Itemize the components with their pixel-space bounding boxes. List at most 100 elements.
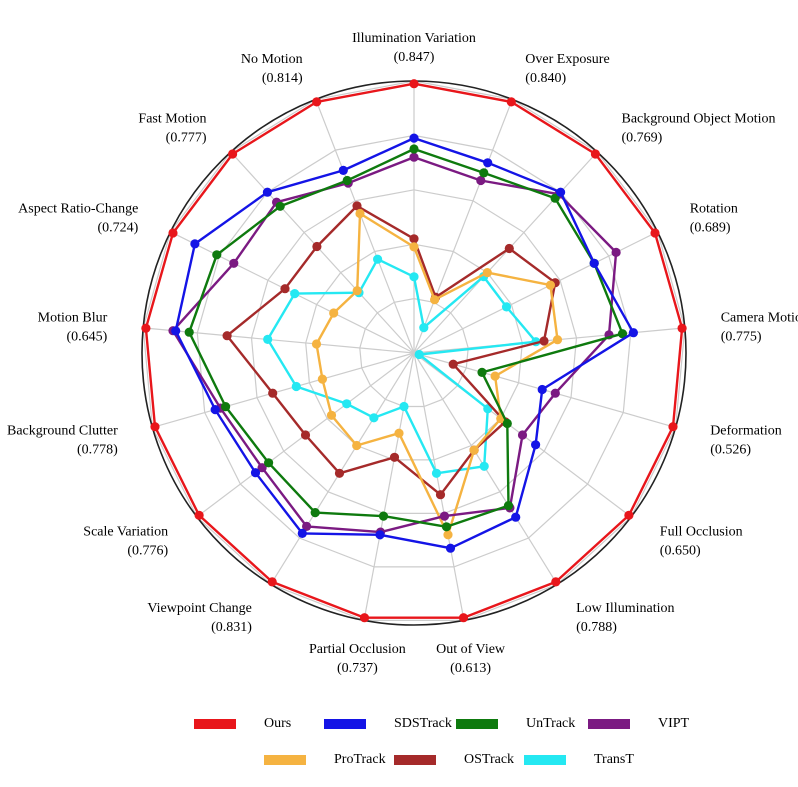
data-point [399, 401, 409, 412]
grid-spoke [152, 352, 415, 428]
data-point [280, 284, 290, 294]
grid-spoke [413, 99, 513, 354]
data-point [502, 418, 512, 429]
data-point [458, 613, 469, 623]
grid-spoke [270, 352, 415, 585]
data-point [445, 543, 456, 553]
data-point [414, 349, 424, 360]
data-point [677, 323, 687, 333]
data-point [355, 208, 365, 219]
data-point [537, 384, 547, 395]
category-name: Camera Motion [721, 311, 798, 326]
category-value: (0.613) [450, 661, 491, 676]
legend-label: UnTrack [526, 716, 576, 731]
radar-chart: Illumination Variation (0.847) Over Exposu… [7, 31, 798, 676]
data-point [483, 158, 493, 168]
data-point [268, 388, 278, 398]
category-value: (0.840) [525, 71, 566, 86]
legend-label: ProTrack [334, 752, 386, 767]
legend-item-ours: Ours [194, 714, 291, 734]
data-point [409, 242, 419, 252]
radar-grid [141, 80, 687, 626]
data-point [550, 388, 560, 398]
data-point [297, 528, 307, 539]
data-point [389, 452, 400, 462]
data-point [443, 530, 453, 540]
series-line [171, 155, 618, 534]
category-label: Rotation (0.689) [690, 202, 738, 236]
category-name: No Motion [241, 52, 303, 67]
legend-label: TransT [594, 752, 634, 767]
data-point [221, 402, 231, 412]
data-point [373, 254, 383, 264]
category-value: (0.775) [721, 330, 762, 345]
legend-label: SDSTrack [394, 716, 452, 731]
data-point [342, 399, 352, 409]
data-point [212, 250, 222, 260]
data-point [352, 440, 362, 451]
data-point [310, 507, 320, 518]
data-point [448, 359, 458, 369]
legend-item-transt: TransT [524, 750, 634, 770]
category-label: Aspect Ratio-Change (0.724) [18, 202, 138, 236]
series-line [187, 147, 624, 528]
category-name: Scale Variation [83, 525, 168, 540]
category-value: (0.814) [262, 71, 303, 86]
category-value: (0.737) [337, 661, 378, 676]
data-point [490, 371, 500, 381]
data-point [431, 468, 442, 478]
category-label: Fast Motion (0.777) [138, 111, 206, 145]
data-point [624, 510, 634, 520]
category-name: Viewpoint Change [147, 601, 252, 616]
data-point [150, 422, 160, 432]
series-protrack [311, 208, 563, 540]
data-point [222, 331, 232, 341]
data-point [352, 286, 362, 296]
grid-spoke [413, 151, 598, 354]
legend-label: Ours [264, 716, 292, 731]
category-label: Scale Variation (0.776) [83, 525, 168, 559]
data-point [228, 149, 238, 159]
data-point [141, 323, 151, 333]
grid-ring [359, 297, 469, 408]
category-label: Viewpoint Change (0.831) [147, 601, 252, 635]
data-point [352, 201, 362, 211]
legend: Ours SDSTrack UnTrack VIPT ProTrack OSTrack Tr… [0, 700, 798, 787]
data-point [439, 511, 450, 521]
grid-spoke [315, 99, 415, 354]
data-point [552, 335, 563, 345]
legend-item-protrack: ProTrack [264, 750, 386, 770]
legend-label: VIPT [658, 716, 690, 731]
category-label: No Motion (0.814) [241, 52, 303, 86]
legend-swatch [194, 719, 236, 729]
series-sdstrack [171, 133, 639, 553]
data-point [476, 175, 486, 186]
data-point [550, 193, 560, 203]
grid-ring [142, 80, 686, 622]
category-label: Full Occlusion (0.650) [660, 525, 743, 559]
data-point [190, 239, 200, 249]
legend-swatch [324, 719, 366, 729]
category-value: (0.778) [77, 442, 118, 457]
category-value: (0.831) [211, 620, 252, 635]
data-point [263, 334, 273, 344]
category-label: Background Clutter (0.778) [7, 423, 118, 457]
data-point [184, 327, 194, 337]
series-line [315, 212, 559, 536]
data-point [342, 175, 352, 186]
category-label: Low Illumination (0.788) [576, 601, 674, 635]
series-line [144, 82, 684, 619]
data-point [503, 501, 514, 511]
category-label: Background Object Motion (0.769) [622, 111, 776, 145]
data-point [539, 336, 549, 346]
category-label: Motion Blur (0.645) [38, 311, 108, 345]
data-point [250, 468, 261, 478]
data-point [264, 458, 274, 468]
data-point [506, 97, 516, 107]
data-point [375, 530, 385, 540]
category-name: Out of View [436, 642, 506, 657]
grid-spoke [413, 352, 465, 621]
category-label: Out of View (0.613) [436, 642, 506, 676]
data-point [590, 149, 601, 159]
legend-swatch [524, 755, 566, 765]
